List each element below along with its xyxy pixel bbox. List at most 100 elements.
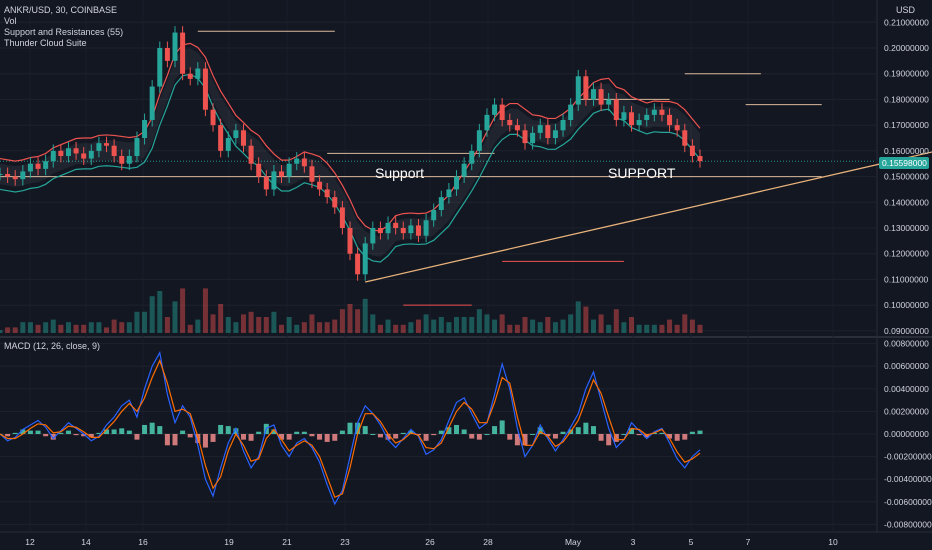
price-tick-label: 0.21000000 (884, 17, 929, 27)
candle-body (545, 125, 551, 138)
time-tick-label: 3 (631, 537, 636, 547)
candle-body (454, 176, 460, 190)
volume-bar (629, 317, 635, 333)
time-tick-label: 14 (81, 537, 91, 547)
volume-bar (568, 314, 574, 333)
volume-bar (667, 319, 673, 333)
macd-histogram-bar (598, 434, 604, 441)
candle-body (530, 132, 536, 144)
volume-bar (157, 291, 163, 333)
legend-symbol[interactable]: ANKR/USD, 30, COINBASE (4, 5, 118, 15)
macd-histogram-bar (96, 432, 102, 434)
candle-body (149, 86, 155, 120)
candle-body (507, 120, 513, 126)
macd-histogram-bar (385, 434, 391, 440)
macd-legend[interactable]: MACD (12, 26, close, 9) (4, 341, 101, 351)
price-tick-label: 0.20000000 (884, 43, 929, 53)
macd-histogram-bar (347, 422, 353, 434)
macd-histogram-bar (202, 434, 208, 448)
macd-histogram-bar (256, 431, 262, 434)
candle-body (393, 222, 399, 228)
volume-bar (35, 324, 41, 333)
volume-bar (514, 324, 520, 333)
volume-bar (522, 317, 528, 333)
candle-body (347, 228, 353, 254)
candle-body (522, 130, 528, 144)
candle-body (552, 130, 558, 138)
price-tick-label: 0.09000000 (884, 326, 929, 336)
candle-body (142, 120, 148, 138)
legend-indicator-sr[interactable]: Support and Resistances (55) (4, 27, 124, 37)
candle-body (408, 225, 414, 234)
macd-histogram-bar (659, 432, 665, 434)
time-axis[interactable]: 12 14 16 19 21 23 26 28 May 3 5 7 10 (25, 537, 838, 547)
candle-body (294, 158, 300, 164)
time-tick-label: 5 (689, 537, 694, 547)
candle-body (240, 130, 246, 146)
candle-body (362, 243, 368, 275)
candle-body (248, 145, 254, 164)
candle-body (35, 163, 41, 169)
candle-body (644, 114, 650, 120)
volume-bar (697, 324, 703, 333)
time-tick-label: May (565, 537, 582, 547)
volume-bar (187, 324, 193, 333)
volume-bar (81, 324, 87, 333)
candle-body (256, 163, 262, 177)
volume-bar (689, 319, 695, 333)
macd-histogram-bar (58, 432, 64, 434)
candle-body (324, 189, 330, 198)
candle-body (568, 104, 574, 120)
macd-histogram-bar (438, 430, 444, 434)
candle-body (81, 153, 87, 159)
legend-vol[interactable]: Vol (4, 16, 17, 26)
macd-histogram-bar (119, 428, 125, 434)
volume-bar (65, 322, 71, 333)
price-tick-label: 0.14000000 (884, 197, 929, 207)
macd-histogram-bar (575, 427, 581, 434)
candle-body (58, 150, 64, 156)
volume-bar (362, 298, 368, 333)
volume-bars (0, 288, 703, 333)
macd-histogram-bar (50, 434, 56, 440)
macd-histogram-bar (294, 431, 300, 434)
macd-tick-label: 0.00600000 (884, 361, 929, 371)
volume-bar (20, 322, 26, 333)
candle-body (65, 148, 71, 156)
macd-histogram-bar (218, 424, 224, 434)
macd-histogram-bar (164, 434, 170, 446)
candle-body (20, 171, 26, 180)
price-tick-label: 0.18000000 (884, 94, 929, 104)
time-tick-label: 16 (138, 537, 148, 547)
price-axis[interactable]: 0.21000000 0.20000000 0.19000000 0.18000000… (884, 17, 932, 529)
macd-histogram-bar (210, 434, 216, 442)
macd-histogram-bar (667, 434, 673, 439)
volume-bar (484, 314, 490, 333)
price-tick-label: 0.11000000 (884, 274, 929, 284)
candle-body (377, 228, 383, 234)
volume-bar (606, 324, 612, 333)
candle-body (423, 220, 429, 236)
candle-body (0, 174, 3, 175)
volume-bar (88, 322, 94, 333)
volume-bar (355, 309, 361, 333)
volume-bar (415, 319, 421, 333)
legend-indicator-cloud[interactable]: Thunder Cloud Suite (4, 38, 87, 48)
candle-body (476, 130, 482, 151)
price-candles (0, 26, 703, 281)
macd-histogram-bar (5, 434, 11, 437)
volume-bar (674, 324, 680, 333)
macd-histogram-bar (35, 430, 41, 434)
volume-bar (263, 317, 269, 333)
macd-histogram-bar (81, 434, 87, 437)
candle-body (400, 228, 406, 234)
candle-body (514, 125, 520, 131)
volume-bar (423, 314, 429, 333)
volume-bar (43, 322, 49, 333)
macd-histogram-bar (423, 434, 429, 441)
candle-body (271, 171, 277, 190)
volume-bar (347, 304, 353, 333)
macd-histogram-bar (355, 422, 361, 434)
candle-body (575, 76, 581, 105)
